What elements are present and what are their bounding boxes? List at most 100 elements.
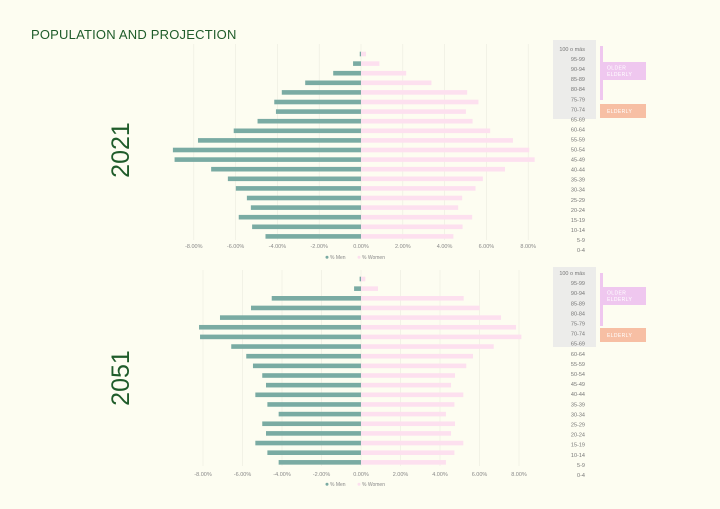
bar-men-25-29 [262,421,361,427]
bar-women-65-69 [361,118,473,124]
bar-men-100 o más [359,276,361,282]
age-group-label: 5-9 [577,463,585,469]
x-tick-label: 6.00% [479,244,495,250]
legend-label-men: % Men [330,482,346,488]
bar-men-40-44 [211,166,361,172]
bar-men-70-74 [275,109,361,114]
bar-women-40-44 [361,392,464,398]
age-group-label: 80-84 [571,87,585,93]
bar-men-55-59 [252,363,361,369]
age-group-label: 75-79 [571,97,585,103]
year-label: 2051 [107,350,135,406]
bar-women-5-9 [361,234,454,239]
older-elderly-badge-line2: ELDERLY [607,297,632,303]
bar-men-75-79 [274,99,361,105]
x-tick-label: 6.00% [472,472,488,478]
bar-men-20-24 [250,205,361,210]
bar-women-90-94 [361,296,464,301]
bar-men-10-14 [267,450,361,455]
age-group-label: 30-34 [571,412,585,418]
bar-men-15-19 [255,440,361,446]
age-group-label: 0-4 [577,473,585,479]
bar-women-45-49 [361,157,535,162]
bar-women-20-24 [361,205,459,210]
age-group-label: 5-9 [577,238,585,244]
age-group-label: 60-64 [571,352,585,358]
older-elderly-badge [603,287,646,305]
bar-men-50-54 [172,147,361,153]
bar-men-55-59 [197,138,361,143]
age-group-label: 50-54 [571,372,585,378]
older-elderly-badge-line2: ELDERLY [607,72,632,78]
bar-men-30-34 [235,186,361,191]
age-group-label: 85-89 [571,301,585,307]
bar-women-80-84 [361,90,468,95]
age-group-label: 70-74 [571,332,585,338]
age-group-label: 85-89 [571,77,585,83]
bar-men-5-9 [265,234,361,239]
age-group-label: 10-14 [571,228,585,234]
bar-men-95-99 [354,286,361,291]
age-group-label: 50-54 [571,148,585,154]
page-title: POPULATION AND PROJECTION [31,27,237,42]
bar-men-65-69 [231,344,361,349]
bar-women-75-79 [361,324,517,330]
bar-women-30-34 [361,186,476,191]
age-group-label: 35-39 [571,178,585,184]
age-group-label: 95-99 [571,57,585,63]
age-group-label: 30-34 [571,188,585,194]
age-group-label: 25-29 [571,423,585,429]
age-group-label: 95-99 [571,281,585,287]
bar-men-5-9 [278,460,361,465]
x-tick-label: 4.00% [432,472,448,478]
age-group-label: 40-44 [571,168,585,174]
bar-men-50-54 [262,373,361,378]
bar-men-95-99 [353,61,361,66]
older-elderly-badge-line1: OLDER [607,291,626,297]
x-tick-label: -4.00% [273,472,291,478]
age-group-label: 100 o más [559,47,585,53]
legend-swatch-men [325,482,329,486]
bar-women-80-84 [361,315,502,320]
bar-men-70-74 [200,334,361,340]
age-group-label: 15-19 [571,218,585,224]
bar-men-75-79 [199,324,361,330]
bar-men-100 o más [359,51,361,57]
bar-women-30-34 [361,411,446,417]
legend-swatch-men [325,255,329,259]
age-group-label: 65-69 [571,342,585,348]
age-group-label: 65-69 [571,117,585,123]
age-group-label: 55-59 [571,137,585,143]
bar-men-45-49 [266,382,361,388]
age-group-label: 45-49 [571,158,585,164]
bar-men-90-94 [333,70,361,76]
age-group-label: 15-19 [571,443,585,449]
age-group-label: 25-29 [571,198,585,204]
x-tick-label: -8.00% [185,244,203,250]
legend-swatch-women [357,255,361,259]
bar-women-50-54 [361,147,530,153]
x-tick-label: 0.00% [353,244,369,250]
x-tick-label: -6.00% [227,244,245,250]
age-group-label: 40-44 [571,392,585,398]
age-group-label: 90-94 [571,291,585,297]
age-group-label: 75-79 [571,322,585,328]
bar-women-60-64 [361,128,491,134]
bar-men-35-39 [267,402,361,407]
bar-women-20-24 [361,431,452,436]
bar-men-80-84 [281,90,361,95]
bar-women-95-99 [361,286,378,291]
legend-label-men: % Men [330,255,346,261]
bar-men-45-49 [174,157,361,162]
bar-women-70-74 [361,109,466,114]
legend-label-women: % Women [362,482,385,488]
bar-men-10-14 [252,224,361,230]
bar-women-10-14 [361,450,455,455]
age-group-label: 55-59 [571,362,585,368]
bar-women-85-89 [361,305,480,311]
bar-women-50-54 [361,373,456,378]
bar-women-55-59 [361,363,467,369]
bar-women-75-79 [361,99,479,105]
legend-label-women: % Women [362,255,385,261]
